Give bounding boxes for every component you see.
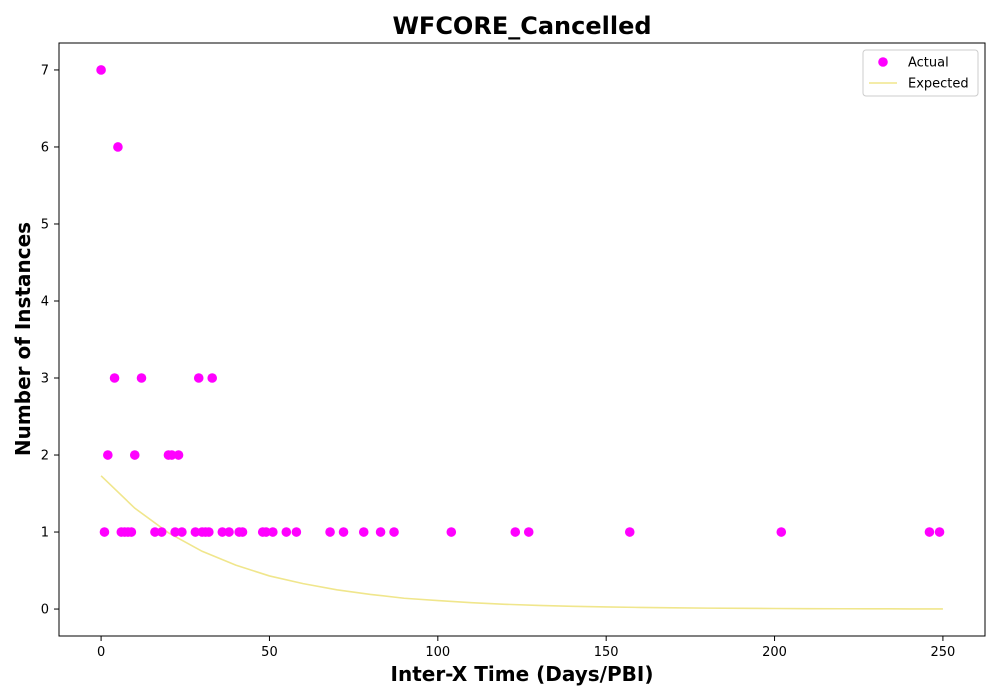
data-point	[136, 373, 147, 383]
data-point	[358, 527, 369, 537]
data-point	[217, 527, 228, 537]
legend-label: Expected	[908, 77, 969, 92]
data-point	[170, 527, 180, 537]
data-point	[776, 527, 787, 537]
data-point	[207, 373, 218, 383]
data-point	[237, 527, 248, 537]
data-point	[96, 65, 106, 75]
y-tick-label: 2	[41, 449, 49, 464]
data-point	[129, 450, 140, 460]
data-point	[446, 527, 457, 537]
data-point	[113, 142, 123, 152]
data-point	[99, 527, 110, 537]
data-point	[156, 527, 167, 537]
x-axis: 0 50 100 150 200 250	[97, 636, 955, 660]
y-tick-label: 3	[41, 372, 49, 387]
y-tick-label: 7	[41, 63, 49, 78]
data-point	[375, 527, 386, 537]
x-tick-label: 0	[97, 645, 105, 660]
data-point	[281, 527, 292, 537]
data-point	[126, 527, 137, 537]
data-point	[190, 527, 201, 537]
x-tick-label: 200	[762, 645, 787, 660]
data-point	[325, 527, 335, 537]
y-tick-label: 5	[41, 217, 49, 232]
y-tick-label: 6	[41, 140, 49, 155]
y-axis: 0 1 2 3 4 5 6 7	[41, 63, 59, 618]
chart-title: WFCORE_Cancelled	[392, 12, 651, 40]
data-point	[338, 527, 349, 537]
x-tick-label: 150	[594, 645, 619, 660]
legend: Actual Expected	[862, 49, 979, 97]
series-layer	[96, 65, 945, 610]
data-point	[103, 450, 113, 460]
data-point	[177, 527, 187, 537]
data-point	[150, 527, 160, 537]
y-tick-label: 4	[41, 294, 49, 309]
expected-line	[100, 475, 943, 610]
data-point	[224, 527, 234, 537]
data-point	[510, 527, 521, 537]
data-point	[109, 373, 120, 383]
data-point	[268, 527, 278, 537]
data-point	[624, 527, 635, 537]
x-tick-label: 50	[261, 645, 278, 660]
x-axis-label: Inter-X Time (Days/PBI)	[391, 662, 654, 686]
data-point	[523, 527, 534, 537]
data-point	[934, 527, 945, 537]
plot-area-frame	[58, 42, 986, 637]
legend-marker-actual	[878, 57, 888, 67]
data-point	[261, 527, 271, 537]
data-point	[389, 527, 399, 537]
x-tick-label: 100	[425, 645, 450, 660]
data-point	[204, 527, 214, 537]
data-point	[173, 450, 184, 460]
data-point	[167, 450, 177, 460]
data-point	[924, 527, 935, 537]
data-point	[291, 527, 302, 537]
y-axis-label: Number of Instances	[11, 222, 35, 456]
legend-frame	[862, 49, 979, 97]
x-tick-label: 250	[930, 645, 955, 660]
y-tick-label: 1	[41, 526, 49, 541]
legend-label: Actual	[908, 56, 949, 71]
y-tick-label: 0	[41, 603, 49, 618]
data-point	[193, 373, 204, 383]
